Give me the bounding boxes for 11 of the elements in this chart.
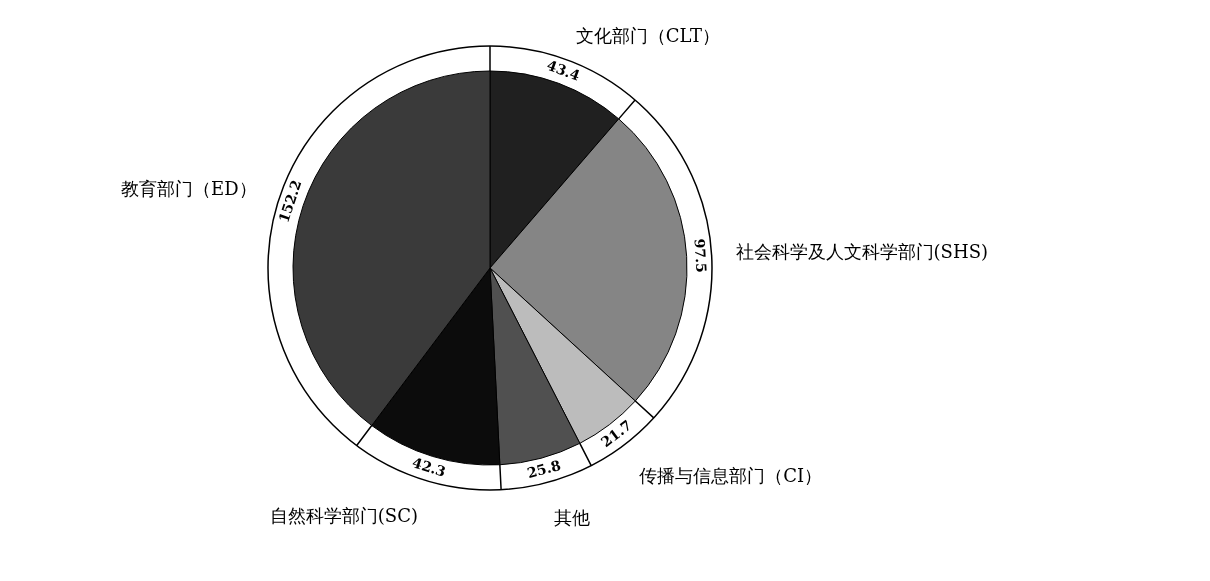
slice-label: 其他 <box>553 507 590 529</box>
data-label: 97.5 <box>691 238 710 274</box>
slice-label: 社会科学及人文科学部门(SHS) <box>735 241 988 263</box>
data-label: 152.2 <box>275 177 305 225</box>
data-label: 42.3 <box>410 454 448 480</box>
slice-label: 教育部门（ED） <box>121 177 257 199</box>
slice-label: 自然科学部门(SC) <box>269 504 418 526</box>
slice-label: 传播与信息部门（CI） <box>639 465 823 487</box>
data-label: 25.8 <box>525 456 563 482</box>
data-label: 43.4 <box>544 56 583 84</box>
slice-label: 文化部门（CLT） <box>575 25 721 47</box>
